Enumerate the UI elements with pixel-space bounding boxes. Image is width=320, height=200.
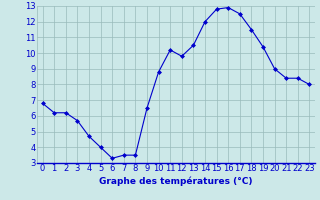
X-axis label: Graphe des températures (°C): Graphe des températures (°C) <box>99 176 253 186</box>
